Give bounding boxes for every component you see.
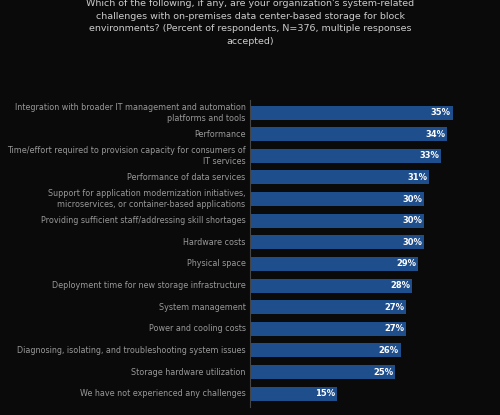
Bar <box>250 214 424 228</box>
Text: Support for application modernization initiatives,
microservices, or container-b: Support for application modernization in… <box>48 189 246 209</box>
Text: Time/effort required to provision capacity for consumers of
IT services: Time/effort required to provision capaci… <box>7 146 246 166</box>
Text: Hardware costs: Hardware costs <box>183 238 246 247</box>
Text: 34%: 34% <box>425 130 445 139</box>
Text: 31%: 31% <box>408 173 428 182</box>
Bar <box>250 344 400 357</box>
Bar <box>250 105 452 120</box>
Bar <box>250 300 406 314</box>
Text: 29%: 29% <box>396 259 416 269</box>
Text: System management: System management <box>158 303 246 312</box>
Text: 28%: 28% <box>390 281 410 290</box>
Text: Diagnosing, isolating, and troubleshooting system issues: Diagnosing, isolating, and troubleshooti… <box>17 346 245 355</box>
Text: 33%: 33% <box>420 151 440 160</box>
Bar <box>250 257 418 271</box>
Text: We have not experienced any challenges: We have not experienced any challenges <box>80 389 245 398</box>
Text: Integration with broader IT management and automation
platforms and tools: Integration with broader IT management a… <box>14 103 245 122</box>
Text: Storage hardware utilization: Storage hardware utilization <box>131 368 246 376</box>
Bar <box>250 278 412 293</box>
Bar <box>250 322 406 336</box>
Text: 30%: 30% <box>402 195 422 204</box>
Text: Power and cooling costs: Power and cooling costs <box>148 325 246 333</box>
Bar <box>250 127 447 141</box>
Bar <box>250 149 441 163</box>
Text: 25%: 25% <box>373 368 393 376</box>
Bar <box>250 192 424 206</box>
Text: Which of the following, if any, are your organization's system-related
challenge: Which of the following, if any, are your… <box>86 0 414 46</box>
Text: 27%: 27% <box>384 303 404 312</box>
Text: Providing sufficient staff/addressing skill shortages: Providing sufficient staff/addressing sk… <box>41 216 246 225</box>
Text: 30%: 30% <box>402 216 422 225</box>
Text: 26%: 26% <box>378 346 399 355</box>
Text: 27%: 27% <box>384 325 404 333</box>
Text: Performance: Performance <box>194 130 246 139</box>
Bar <box>250 365 394 379</box>
Text: 30%: 30% <box>402 238 422 247</box>
Text: 35%: 35% <box>431 108 451 117</box>
Text: Performance of data services: Performance of data services <box>128 173 246 182</box>
Bar <box>250 171 430 185</box>
Bar <box>250 235 424 249</box>
Text: Physical space: Physical space <box>186 259 246 269</box>
Text: 15%: 15% <box>315 389 335 398</box>
Text: Deployment time for new storage infrastructure: Deployment time for new storage infrastr… <box>52 281 246 290</box>
Bar <box>250 387 337 401</box>
